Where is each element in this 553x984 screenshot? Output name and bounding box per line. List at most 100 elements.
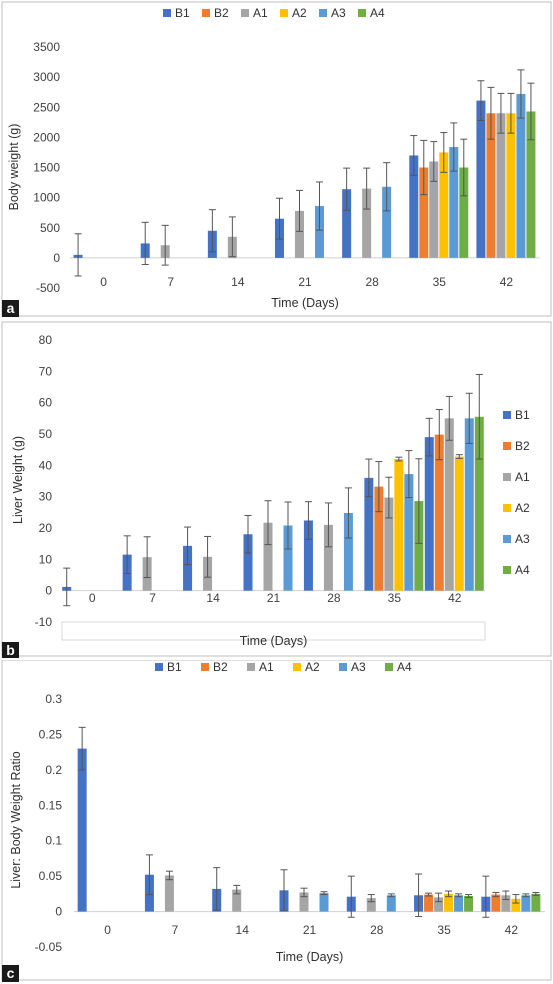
legend-label-B1: B1 [175,6,190,20]
y-tick-label: 0.3 [45,692,62,706]
panel-letter-box [2,965,19,982]
panel-border [1,321,552,657]
x-tick-label: 7 [167,275,174,289]
bar-A2-day-35 [444,893,454,912]
bar-A1-day-42 [444,418,454,591]
bar-A3-day-35 [404,474,414,591]
panel-c-chart: 0.3 0.25 0.2 0.15 0.1 0.05 0 -0.05 Time (Days) Li… [1,660,552,982]
legend-label-A3: A3 [331,6,346,20]
y-tick-label: 80 [39,333,53,347]
legend-swatch-A2 [280,9,288,17]
bar-A1-day-7 [164,875,174,912]
panel-letter: a [7,300,15,316]
x-tick-label: 21 [267,591,281,605]
y-axis-title: Body weight (g) [7,124,21,211]
legend-swatch-B1 [163,9,171,17]
bar-A2-day-35 [439,152,449,258]
x-tick-label: 35 [388,591,402,605]
bar-B1-day-42 [476,100,486,258]
y-tick-label: 60 [39,396,53,410]
x-tick-label: 0 [100,275,107,289]
x-tick-label: 0 [104,923,111,937]
y-tick-label: 0.15 [39,798,63,812]
legend-swatch-A1 [241,9,249,17]
bar-B2-day-42 [491,894,501,912]
panel-letter-box [2,642,19,658]
legend-swatch-B2 [503,442,511,450]
legend-swatch-A4 [503,566,511,574]
bar-A3-day-42 [521,895,531,912]
panel-letter-box [2,300,19,317]
x-axis-title: Time (Days) [271,296,339,310]
bar-A4-day-42 [526,111,536,258]
panel-letter: b [6,642,15,658]
bar-A2-day-42 [454,456,464,591]
y-tick-label: 2000 [33,130,60,144]
y-tick-label: 0 [55,905,62,919]
x-tick-label: 42 [500,275,514,289]
x-tick-label: 21 [303,923,317,937]
legend-swatch-A1 [247,663,255,671]
y-tick-label: 1500 [33,161,60,175]
bar-A2-day-42 [511,898,521,912]
legend-label-B2: B2 [214,6,229,20]
legend-label-A4: A4 [515,563,530,577]
x-tick-label: 14 [206,591,220,605]
legend-label-A1: A1 [259,660,274,674]
bar-A4-day-42 [531,893,541,912]
legend-label-B2: B2 [515,439,530,453]
legend-label-A4: A4 [397,660,412,674]
y-axis-title: Liver: Body Weight Ratio [9,751,23,888]
bar-A1-day-28 [323,524,333,591]
bar-A2-day-35 [394,459,404,591]
y-tick-label: -10 [35,615,53,629]
x-tick-label: 28 [370,923,384,937]
y-axis-title: Liver Weight (g) [11,436,25,524]
bar-B1-day-28 [303,520,313,591]
legend-label-A2: A2 [305,660,320,674]
x-tick-label: 7 [149,591,156,605]
legend-swatch-A3 [339,663,347,671]
legend-swatch-B1 [503,411,511,419]
bar-A1-day-35 [434,897,444,912]
bar-A3-day-42 [464,418,474,591]
bar-B2-day-35 [374,486,384,591]
legend-swatch-A1 [503,473,511,481]
legend-label-A1: A1 [515,470,530,484]
y-tick-label: 50 [39,427,53,441]
legend-label-B1: B1 [515,408,530,422]
x-tick-label: 35 [437,923,451,937]
x-tick-label: 42 [505,923,519,937]
bar-B2-day-42 [486,113,496,258]
y-tick-label: 0.1 [45,834,62,848]
y-tick-label: 0 [53,251,60,265]
bar-A1-day-28 [366,898,376,912]
bar-A1-day-42 [496,113,506,258]
bar-A3-day-21 [319,893,329,912]
bar-A1-day-35 [384,497,394,591]
bar-A4-day-35 [464,895,474,912]
bar-A1-day-35 [429,161,439,258]
bar-A3-day-28 [386,895,396,912]
y-tick-label: 3000 [33,70,60,84]
bar-A1-day-21 [299,892,309,912]
bar-B1-day-0 [77,748,87,912]
bar-A4-day-42 [474,416,484,591]
legend-swatch-B1 [155,663,163,671]
y-tick-label: 0 [45,584,52,598]
legend-swatch-A4 [358,9,366,17]
x-tick-label: 21 [298,275,312,289]
y-tick-label: 1000 [33,191,60,205]
legend-swatch-B2 [202,9,210,17]
y-tick-label: 2500 [33,100,60,114]
legend-label-A2: A2 [292,6,307,20]
panel-border [1,1,552,317]
y-tick-label: 20 [39,521,53,535]
y-tick-label: 70 [39,364,53,378]
bar-A4-day-35 [459,167,469,258]
legend-swatch-B2 [201,663,209,671]
x-tick-label: 42 [448,591,462,605]
x-tick-label: 0 [89,591,96,605]
bar-B1-day-42 [424,437,434,591]
